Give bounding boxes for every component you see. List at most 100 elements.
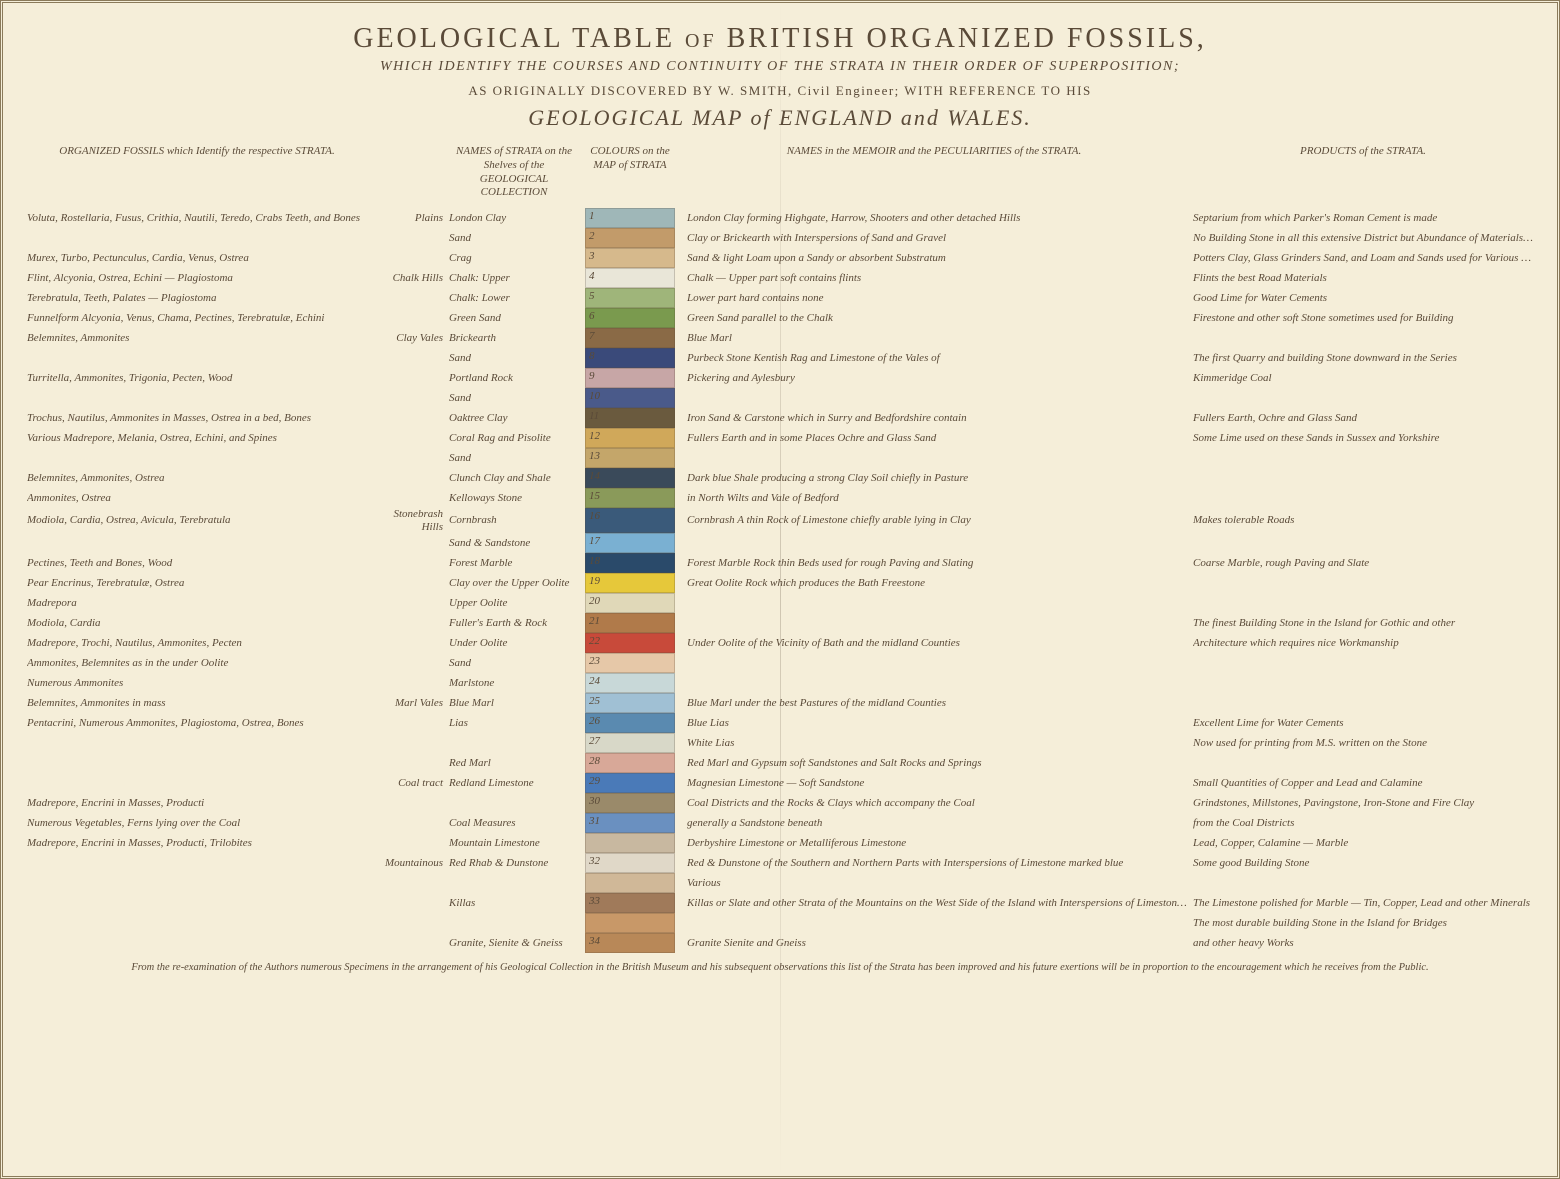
strata-name-cell: Chalk: Upper bbox=[449, 272, 579, 285]
strata-row: Belemnites, Ammonites in massMarl ValesB… bbox=[27, 693, 1533, 713]
products-cell: Makes tolerable Roads bbox=[1193, 514, 1533, 527]
colour-swatch: 30 bbox=[585, 793, 675, 813]
header-fossils: ORGANIZED FOSSILS which Identify the res… bbox=[27, 145, 367, 200]
fossils-cell: Flint, Alcyonia, Ostrea, Echini — Plagio… bbox=[27, 272, 367, 285]
colour-swatch bbox=[585, 833, 675, 853]
colour-swatch: 16 bbox=[585, 508, 675, 533]
memoir-cell: Forest Marble Rock thin Beds used for ro… bbox=[681, 557, 1187, 570]
swatch-number: 29 bbox=[589, 775, 600, 788]
swatch-number: 13 bbox=[589, 450, 600, 463]
strata-name-cell: Sand bbox=[449, 392, 579, 405]
memoir-cell: White Lias bbox=[681, 737, 1187, 750]
strata-row: Madrepore, Encrini in Masses, Producti, … bbox=[27, 833, 1533, 853]
strata-name-cell: Sand bbox=[449, 657, 579, 670]
swatch-number: 33 bbox=[589, 895, 600, 908]
swatch-number: 24 bbox=[589, 675, 600, 688]
products-cell: Potters Clay, Glass Grinders Sand, and L… bbox=[1193, 252, 1533, 265]
strata-row: Trochus, Nautilus, Ammonites in Masses, … bbox=[27, 408, 1533, 428]
strata-row: Murex, Turbo, Pectunculus, Cardia, Venus… bbox=[27, 248, 1533, 268]
swatch-number: 18 bbox=[589, 555, 600, 568]
strata-row: Pear Encrinus, Terebratulæ, OstreaClay o… bbox=[27, 573, 1533, 593]
strata-name-cell: Under Oolite bbox=[449, 637, 579, 650]
fossils-cell: Modiola, Cardia bbox=[27, 617, 367, 630]
products-cell: The finest Building Stone in the Island … bbox=[1193, 617, 1533, 630]
fossils-cell: Pectines, Teeth and Bones, Wood bbox=[27, 557, 367, 570]
strata-row: The most durable building Stone in the I… bbox=[27, 913, 1533, 933]
strata-row: 27White LiasNow used for printing from M… bbox=[27, 733, 1533, 753]
colour-swatch: 20 bbox=[585, 593, 675, 613]
colour-swatch: 28 bbox=[585, 753, 675, 773]
strata-name-cell: Granite, Sienite & Gneiss bbox=[449, 937, 579, 950]
strata-name-cell: Marlstone bbox=[449, 677, 579, 690]
fossils-cell: Pentacrini, Numerous Ammonites, Plagiost… bbox=[27, 717, 367, 730]
memoir-cell: Fullers Earth and in some Places Ochre a… bbox=[681, 432, 1187, 445]
strata-name-cell: Clay over the Upper Oolite bbox=[449, 577, 579, 590]
products-cell: Some good Building Stone bbox=[1193, 857, 1533, 870]
strata-row: Modiola, CardiaFuller's Earth & Rock21Th… bbox=[27, 613, 1533, 633]
colour-swatch: 34 bbox=[585, 933, 675, 953]
fossils-cell: Terebratula, Teeth, Palates — Plagiostom… bbox=[27, 292, 367, 305]
swatch-number: 3 bbox=[589, 250, 595, 263]
memoir-cell: generally a Sandstone beneath bbox=[681, 817, 1187, 830]
swatch-number: 31 bbox=[589, 815, 600, 828]
fossils-cell: Trochus, Nautilus, Ammonites in Masses, … bbox=[27, 412, 367, 425]
strata-name-cell: London Clay bbox=[449, 212, 579, 225]
products-cell: Grindstones, Millstones, Pavingstone, Ir… bbox=[1193, 797, 1533, 810]
strata-row: Coal tractRedland Limestone29Magnesian L… bbox=[27, 773, 1533, 793]
swatch-number: 9 bbox=[589, 370, 595, 383]
colour-swatch: 2 bbox=[585, 228, 675, 248]
colour-swatch: 21 bbox=[585, 613, 675, 633]
fossils-cell: Numerous Vegetables, Ferns lying over th… bbox=[27, 817, 367, 830]
strata-name-cell: Clunch Clay and Shale bbox=[449, 472, 579, 485]
fossils-cell: Turritella, Ammonites, Trigonia, Pecten,… bbox=[27, 372, 367, 385]
strata-row: Numerous AmmonitesMarlstone24 bbox=[27, 673, 1533, 693]
memoir-cell: Lower part hard contains none bbox=[681, 292, 1187, 305]
memoir-cell: Killas or Slate and other Strata of the … bbox=[681, 897, 1187, 910]
strata-name-cell: Red Rhab & Dunstone bbox=[449, 857, 579, 870]
swatch-number: 11 bbox=[589, 410, 599, 423]
strata-group-label: Clay Vales bbox=[373, 332, 443, 345]
fossils-cell: Ammonites, Ostrea bbox=[27, 492, 367, 505]
colour-swatch: 5 bbox=[585, 288, 675, 308]
swatch-number: 2 bbox=[589, 230, 595, 243]
swatch-number: 23 bbox=[589, 655, 600, 668]
strata-row: Madrepore, Encrini in Masses, Producti30… bbox=[27, 793, 1533, 813]
colour-swatch: 27 bbox=[585, 733, 675, 753]
memoir-cell: Chalk — Upper part soft contains flints bbox=[681, 272, 1187, 285]
strata-row: Funnelform Alcyonia, Venus, Chama, Pecti… bbox=[27, 308, 1533, 328]
products-cell: Architecture which requires nice Workman… bbox=[1193, 637, 1533, 650]
swatch-number: 26 bbox=[589, 715, 600, 728]
strata-group-label: Chalk Hills bbox=[373, 272, 443, 285]
strata-row: Pentacrini, Numerous Ammonites, Plagiost… bbox=[27, 713, 1533, 733]
swatch-number: 32 bbox=[589, 855, 600, 868]
swatch-number: 16 bbox=[589, 510, 600, 523]
fossils-cell: Belemnites, Ammonites, Ostrea bbox=[27, 472, 367, 485]
strata-row: Terebratula, Teeth, Palates — Plagiostom… bbox=[27, 288, 1533, 308]
strata-row: Killas 33 Killas or Slate and other Strata… bbox=[27, 893, 1533, 913]
strata-table-body: Voluta, Rostellaria, Fusus, Crithia, Nau… bbox=[27, 208, 1533, 953]
colour-swatch: 10 bbox=[585, 388, 675, 408]
memoir-cell: Purbeck Stone Kentish Rag and Limestone … bbox=[681, 352, 1187, 365]
strata-name-cell: Crag bbox=[449, 252, 579, 265]
products-cell: Fullers Earth, Ochre and Glass Sand bbox=[1193, 412, 1533, 425]
products-cell: Some Lime used on these Sands in Sussex … bbox=[1193, 432, 1533, 445]
memoir-cell: Coal Districts and the Rocks & Clays whi… bbox=[681, 797, 1187, 810]
strata-row: Numerous Vegetables, Ferns lying over th… bbox=[27, 813, 1533, 833]
swatch-number: 5 bbox=[589, 290, 595, 303]
products-cell: and other heavy Works bbox=[1193, 937, 1533, 950]
fossils-cell: Madrepore, Trochi, Nautilus, Ammonites, … bbox=[27, 637, 367, 650]
colour-swatch: 6 bbox=[585, 308, 675, 328]
products-cell: The most durable building Stone in the I… bbox=[1193, 917, 1533, 930]
colour-swatch bbox=[585, 873, 675, 893]
strata-name-cell: Sand & Sandstone bbox=[449, 537, 579, 550]
strata-row: Flint, Alcyonia, Ostrea, Echini — Plagio… bbox=[27, 268, 1533, 288]
products-cell: No Building Stone in all this extensive … bbox=[1193, 232, 1533, 245]
swatch-number: 17 bbox=[589, 535, 600, 548]
memoir-cell: in North Wilts and Vale of Bedford bbox=[681, 492, 1187, 505]
swatch-number: 14 bbox=[589, 470, 600, 483]
colour-swatch: 25 bbox=[585, 693, 675, 713]
strata-name-cell: Killas bbox=[449, 897, 579, 910]
products-cell: The Limestone polished for Marble — Tin,… bbox=[1193, 897, 1533, 910]
strata-row: Various bbox=[27, 873, 1533, 893]
colour-swatch: 13 bbox=[585, 448, 675, 468]
